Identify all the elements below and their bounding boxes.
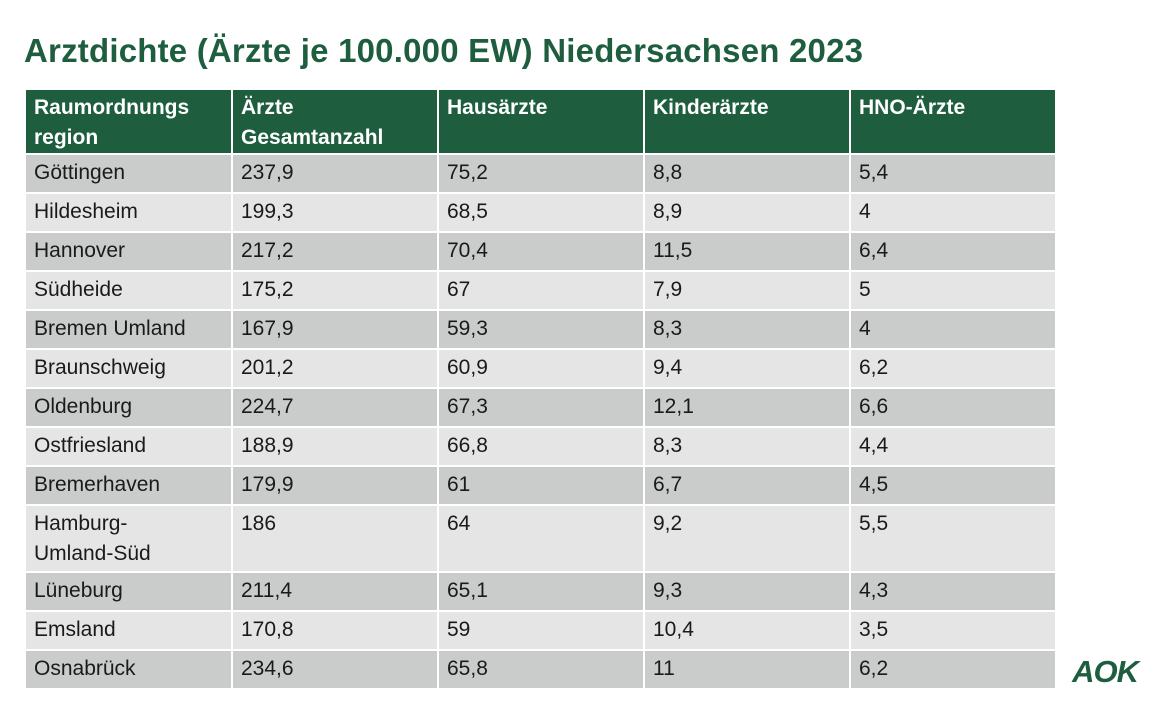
table-row: Braunschweig 201,2 60,9 9,4 6,2 xyxy=(24,348,1057,389)
cell-ent: 6,2 xyxy=(849,348,1057,389)
cell-total: 237,9 xyxy=(231,153,439,194)
cell-gp: 67,3 xyxy=(437,387,645,428)
page-title: Arztdichte (Ärzte je 100.000 EW) Nieders… xyxy=(24,32,864,69)
cell-total: 201,2 xyxy=(231,348,439,389)
header-region: Raumordnungs region xyxy=(24,88,233,155)
cell-region: Oldenburg xyxy=(24,387,233,428)
cell-pediatricians: 7,9 xyxy=(643,270,851,311)
cell-total: 217,2 xyxy=(231,231,439,272)
cell-total: 211,4 xyxy=(231,571,439,612)
cell-ent: 6,4 xyxy=(849,231,1057,272)
cell-region: Hannover xyxy=(24,231,233,272)
cell-pediatricians: 6,7 xyxy=(643,465,851,506)
cell-gp: 60,9 xyxy=(437,348,645,389)
cell-region: Hamburg- Umland-Süd xyxy=(24,504,233,573)
cell-gp: 59,3 xyxy=(437,309,645,350)
cell-pediatricians: 12,1 xyxy=(643,387,851,428)
cell-region: Ostfriesland xyxy=(24,426,233,467)
table-row: Südheide 175,2 67 7,9 5 xyxy=(24,270,1057,311)
table-row: Bremerhaven 179,9 61 6,7 4,5 xyxy=(24,465,1057,506)
table-row: Emsland 170,8 59 10,4 3,5 xyxy=(24,610,1057,651)
cell-gp: 66,8 xyxy=(437,426,645,467)
table-row: Hamburg- Umland-Süd 186 64 9,2 5,5 xyxy=(24,504,1057,573)
table-row: Bremen Umland 167,9 59,3 8,3 4 xyxy=(24,309,1057,350)
cell-region: Südheide xyxy=(24,270,233,311)
header-ent: HNO-Ärzte xyxy=(849,88,1057,155)
header-gp: Hausärzte xyxy=(437,88,645,155)
cell-gp: 75,2 xyxy=(437,153,645,194)
cell-total: 167,9 xyxy=(231,309,439,350)
cell-pediatricians: 11,5 xyxy=(643,231,851,272)
cell-gp: 59 xyxy=(437,610,645,651)
table-row: Osnabrück 234,6 65,8 11 6,2 xyxy=(24,649,1057,690)
cell-ent: 6,6 xyxy=(849,387,1057,428)
doctor-density-table: Raumordnungs region Ärzte Gesamtanzahl Hau… xyxy=(24,88,1057,690)
cell-region: Lüneburg xyxy=(24,571,233,612)
cell-total: 175,2 xyxy=(231,270,439,311)
cell-region: Bremen Umland xyxy=(24,309,233,350)
table-header-row: Raumordnungs region Ärzte Gesamtanzahl Hau… xyxy=(24,88,1057,155)
cell-ent: 4,4 xyxy=(849,426,1057,467)
cell-region: Göttingen xyxy=(24,153,233,194)
cell-ent: 4,3 xyxy=(849,571,1057,612)
cell-ent: 6,2 xyxy=(849,649,1057,690)
table-row: Hildesheim 199,3 68,5 8,9 4 xyxy=(24,192,1057,233)
cell-total: 234,6 xyxy=(231,649,439,690)
cell-region: Braunschweig xyxy=(24,348,233,389)
cell-ent: 4 xyxy=(849,192,1057,233)
cell-ent: 5,4 xyxy=(849,153,1057,194)
cell-pediatricians: 8,3 xyxy=(643,426,851,467)
cell-gp: 65,8 xyxy=(437,649,645,690)
cell-ent: 5 xyxy=(849,270,1057,311)
cell-total: 199,3 xyxy=(231,192,439,233)
table-row: Göttingen 237,9 75,2 8,8 5,4 xyxy=(24,153,1057,194)
cell-pediatricians: 9,2 xyxy=(643,504,851,573)
table-row: Hannover 217,2 70,4 11,5 6,4 xyxy=(24,231,1057,272)
cell-gp: 65,1 xyxy=(437,571,645,612)
cell-ent: 3,5 xyxy=(849,610,1057,651)
cell-ent: 4 xyxy=(849,309,1057,350)
cell-gp: 67 xyxy=(437,270,645,311)
cell-pediatricians: 9,3 xyxy=(643,571,851,612)
cell-region: Osnabrück xyxy=(24,649,233,690)
table-row: Lüneburg 211,4 65,1 9,3 4,3 xyxy=(24,571,1057,612)
cell-gp: 64 xyxy=(437,504,645,573)
cell-gp: 68,5 xyxy=(437,192,645,233)
cell-total: 170,8 xyxy=(231,610,439,651)
header-pediatricians: Kinderärzte xyxy=(643,88,851,155)
table-row: Ostfriesland 188,9 66,8 8,3 4,4 xyxy=(24,426,1057,467)
cell-pediatricians: 11 xyxy=(643,649,851,690)
aok-logo: AOK xyxy=(1072,654,1139,689)
cell-gp: 61 xyxy=(437,465,645,506)
cell-region: Emsland xyxy=(24,610,233,651)
cell-total: 179,9 xyxy=(231,465,439,506)
cell-gp: 70,4 xyxy=(437,231,645,272)
cell-total: 188,9 xyxy=(231,426,439,467)
cell-region: Hildesheim xyxy=(24,192,233,233)
table-row: Oldenburg 224,7 67,3 12,1 6,6 xyxy=(24,387,1057,428)
cell-region: Bremerhaven xyxy=(24,465,233,506)
cell-ent: 5,5 xyxy=(849,504,1057,573)
cell-pediatricians: 10,4 xyxy=(643,610,851,651)
cell-pediatricians: 9,4 xyxy=(643,348,851,389)
header-total: Ärzte Gesamtanzahl xyxy=(231,88,439,155)
cell-pediatricians: 8,8 xyxy=(643,153,851,194)
cell-total: 224,7 xyxy=(231,387,439,428)
cell-pediatricians: 8,3 xyxy=(643,309,851,350)
cell-pediatricians: 8,9 xyxy=(643,192,851,233)
cell-total: 186 xyxy=(231,504,439,573)
cell-ent: 4,5 xyxy=(849,465,1057,506)
